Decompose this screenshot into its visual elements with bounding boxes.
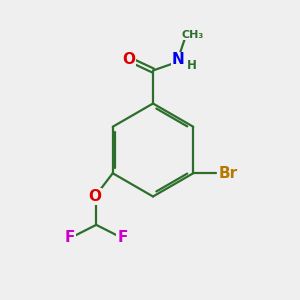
Text: F: F xyxy=(117,230,128,245)
Text: F: F xyxy=(65,230,75,245)
Text: Br: Br xyxy=(218,166,237,181)
Text: H: H xyxy=(187,59,197,72)
Text: O: O xyxy=(122,52,136,68)
Text: CH₃: CH₃ xyxy=(182,30,204,40)
Text: N: N xyxy=(172,52,184,68)
Text: O: O xyxy=(88,189,101,204)
